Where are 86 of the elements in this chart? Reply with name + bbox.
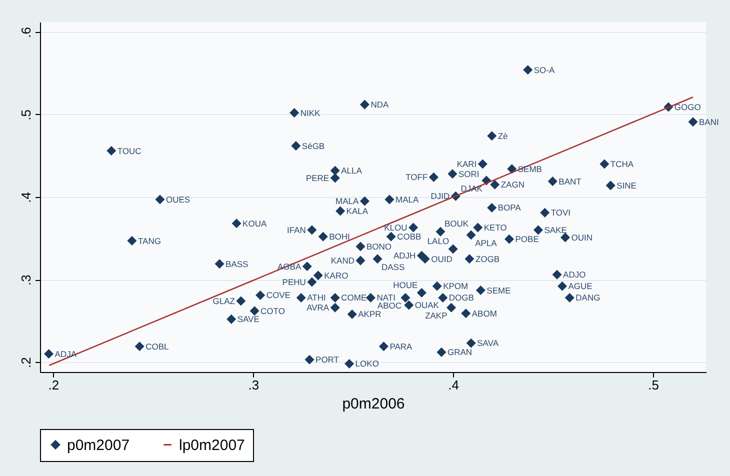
annotation: TANG <box>138 236 161 246</box>
y-tick-label: .4 <box>18 192 34 203</box>
annotation: OUAK <box>414 300 440 310</box>
annotation: SAKE <box>544 225 568 236</box>
annotation: KOUA <box>242 218 267 228</box>
x-tick-label: .3 <box>248 378 260 392</box>
y-tick-label: .5 <box>18 110 34 120</box>
annotation: COBL <box>146 341 169 352</box>
x-axis-title: p0m2006 <box>342 396 405 412</box>
annotation: NDA <box>370 100 389 110</box>
annotation: OUID <box>431 254 452 264</box>
annotation: ADJO <box>563 270 586 280</box>
annotation: SORI <box>458 168 480 179</box>
annotation: KARI <box>456 158 477 169</box>
annotation: DANG <box>576 292 600 303</box>
annotation: Zè <box>498 130 508 141</box>
annotation: SEMB <box>518 164 542 174</box>
legend-label: p0m2007 <box>67 436 130 454</box>
annotation: PARA <box>390 341 413 352</box>
annotation: MALA <box>395 194 419 204</box>
annotation: SAVE <box>237 314 260 324</box>
annotation: AVRA <box>306 302 330 313</box>
annotation: ZOGB <box>475 254 500 264</box>
annotation: DJID <box>430 191 450 202</box>
annotation: ADJA <box>54 348 77 359</box>
annotation: BOHI <box>329 232 350 242</box>
annotation: OUIN <box>571 232 592 242</box>
annotation: OUES <box>166 194 190 204</box>
y-tick-label: .2 <box>18 357 34 368</box>
y-tick-label: .3 <box>18 274 34 286</box>
annotation: SO-A <box>534 64 555 75</box>
annotation: NIKK <box>300 108 320 118</box>
annotation: ZAGN <box>500 180 524 190</box>
annotation: PEHU <box>282 277 306 288</box>
annotation: PORT <box>316 354 339 365</box>
x-tick-label: .4 <box>448 378 459 392</box>
annotation: COTO <box>260 306 286 316</box>
annotation: DOGB <box>448 292 474 303</box>
annotation: COME <box>341 292 367 303</box>
annotation: NATI <box>376 292 396 303</box>
annotation: KAND <box>330 256 355 266</box>
y-tick-label: .6 <box>18 26 34 38</box>
annotation: APLA <box>475 238 498 248</box>
annotation: GRAN <box>447 347 472 358</box>
annotation: BOUK <box>444 218 469 229</box>
annotation: BANT <box>558 176 582 186</box>
annotation: COVE <box>266 290 291 300</box>
annotation: KLOU <box>384 222 408 233</box>
x-tick-label: .2 <box>48 378 60 392</box>
annotation: BONO <box>366 242 392 252</box>
annotation: BANI <box>699 116 719 127</box>
annotation: MALA <box>336 196 360 206</box>
annotation: TOFF <box>406 172 428 182</box>
annotation: IFAN <box>287 225 306 236</box>
annotation: LOKO <box>355 358 380 369</box>
annotation: TOVI <box>550 208 571 218</box>
annotation: DASS <box>382 262 405 272</box>
annotation: AKPR <box>358 309 382 320</box>
annotation: BASS <box>226 258 249 269</box>
annotation: SéGB <box>302 140 325 151</box>
annotation: HOUE <box>393 280 418 290</box>
annotation: COBB <box>397 232 422 242</box>
annotation: SEME <box>486 285 512 296</box>
annotation: PERE <box>306 173 330 184</box>
annotation: GOGO <box>674 102 702 112</box>
annotation: GLAZ <box>212 296 235 306</box>
annotation: KETO <box>484 222 508 233</box>
annotation: SAVA <box>477 338 499 348</box>
x-tick-label: .5 <box>648 378 659 392</box>
annotation: BOPA <box>498 202 522 213</box>
annotation: KARO <box>324 270 349 280</box>
annotation: ABOM <box>472 308 497 318</box>
annotation: SINE <box>616 180 637 190</box>
annotation: ABOC <box>377 300 402 311</box>
annotation: KALA <box>346 206 368 216</box>
annotation: TCHA <box>610 158 634 169</box>
annotation: TOUC <box>117 146 142 156</box>
legend-label: lp0m2007 <box>179 436 245 454</box>
annotation: AGUE <box>568 281 593 292</box>
annotation: ADJH <box>393 250 416 261</box>
annotation: POBE <box>515 234 540 244</box>
annotation: ALLA <box>341 166 362 176</box>
annotation: ATHI <box>307 292 326 303</box>
annotation: ZAKP <box>425 310 448 321</box>
annotation: LALO <box>427 236 450 246</box>
annotation: KPOM <box>443 281 468 292</box>
